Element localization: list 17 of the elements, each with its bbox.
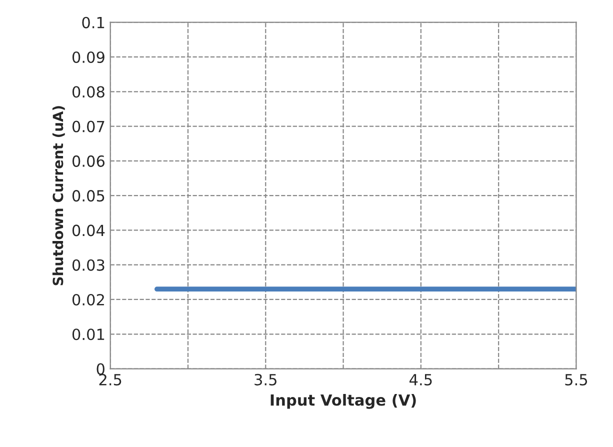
x-tick-label: 5.5: [565, 374, 588, 386]
y-tick-label: 0.09: [72, 51, 104, 64]
y-tick-label: 0: [96, 363, 104, 375]
y-tick-label: 0.07: [72, 120, 104, 132]
y-tick-label: 0.03: [72, 259, 104, 271]
x-tick-label: 4.5: [410, 374, 432, 386]
y-tick-label: 0.02: [72, 294, 104, 306]
x-tick-label: 3.5: [254, 374, 276, 386]
y-axis-title: Shutdown Current (uA): [52, 106, 65, 286]
y-tick-label: 0.1: [82, 16, 104, 28]
y-tick-label: 0.05: [72, 190, 104, 202]
y-tick-label: 0.06: [72, 155, 105, 167]
x-tick-label: 2.5: [99, 374, 122, 386]
y-tick-label: 0.01: [72, 328, 104, 340]
x-axis-title: Input Voltage (V): [270, 394, 416, 409]
y-tick-label: 0.04: [72, 224, 105, 236]
y-tick-label: 0.08: [72, 86, 104, 98]
